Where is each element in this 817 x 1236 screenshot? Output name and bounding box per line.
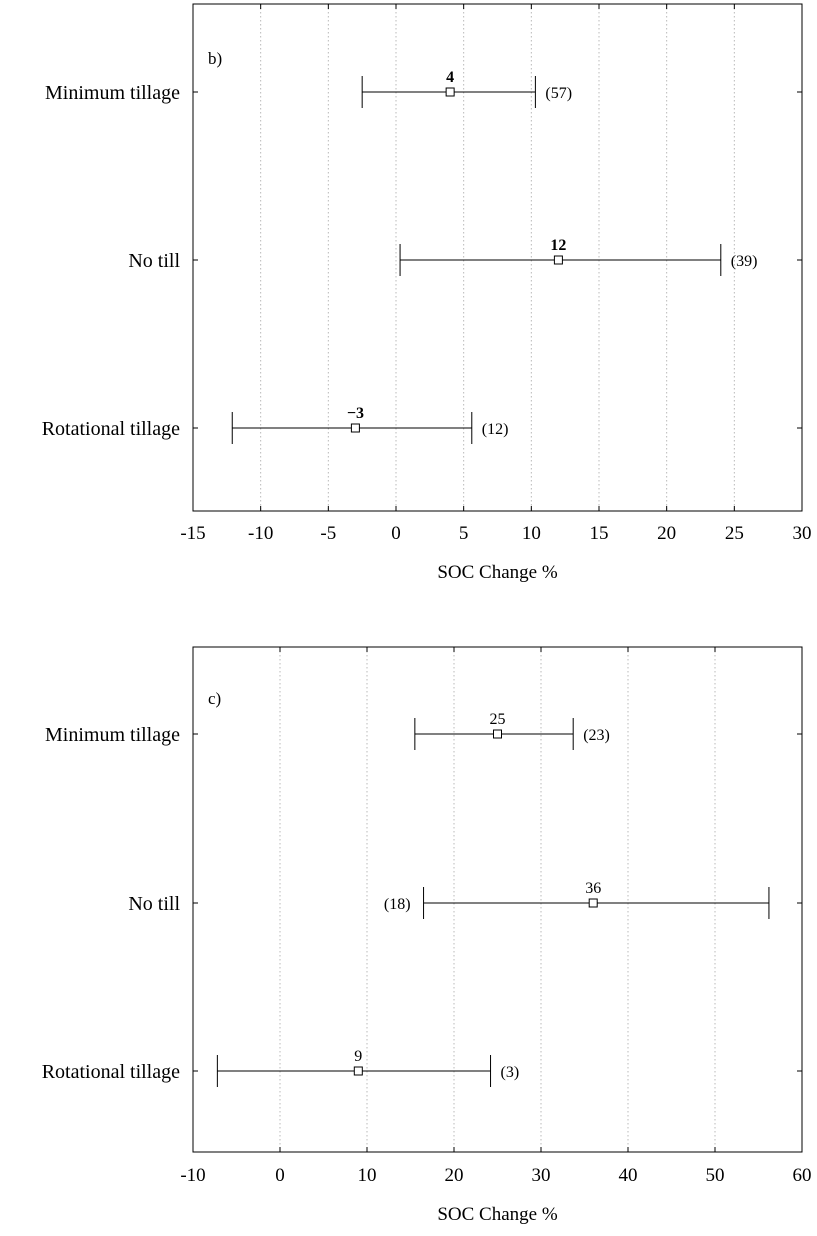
x-tick-label: -15 <box>180 523 205 544</box>
category-label: Rotational tillage <box>42 1061 180 1083</box>
sample-size-label: (12) <box>482 421 509 438</box>
sample-size-label: (57) <box>545 85 572 102</box>
x-tick-label: 10 <box>358 1165 377 1186</box>
sample-size-label: (3) <box>501 1064 520 1081</box>
category-label: No till <box>128 893 180 915</box>
forest-row: Minimum tillage 25 (23) <box>45 711 802 750</box>
mean-point <box>445 87 455 97</box>
plot-frame <box>192 646 803 1153</box>
chart-panel-c: -10 0 10 20 30 40 50 60 SOC Change % c) Minimum ti… <box>42 646 812 1225</box>
x-tick-label: 20 <box>657 523 676 544</box>
sample-size-label: (39) <box>731 253 758 270</box>
mean-value-label: 36 <box>585 880 601 897</box>
x-tick-label: -10 <box>248 523 273 544</box>
mean-point <box>350 423 360 433</box>
x-tick-label: -10 <box>180 1165 205 1186</box>
x-tick-label: 25 <box>725 523 744 544</box>
x-tick-label: 0 <box>391 523 401 544</box>
x-tick-label: 60 <box>793 1165 812 1186</box>
forest-row: Rotational tillage 9 (3) <box>42 1048 802 1087</box>
x-tick-label: 0 <box>275 1165 285 1186</box>
mean-value-label: 12 <box>550 237 566 254</box>
x-tick-label: 30 <box>532 1165 551 1186</box>
sample-size-label: (23) <box>583 727 610 744</box>
forest-row: No till 12 (39) <box>128 237 802 276</box>
category-label: Minimum tillage <box>45 82 180 104</box>
x-tick-label: 15 <box>590 523 609 544</box>
category-label: No till <box>128 250 180 272</box>
x-axis-title: SOC Change % <box>437 1204 558 1225</box>
panel-label: b) <box>208 49 222 68</box>
x-tick-label: 10 <box>522 523 541 544</box>
mean-point <box>553 255 563 265</box>
x-tick-label: -5 <box>320 523 336 544</box>
mean-value-label: 4 <box>446 69 454 86</box>
sample-size-label: (18) <box>384 896 411 913</box>
mean-value-label: 25 <box>490 711 506 728</box>
mean-point <box>353 1066 363 1076</box>
x-tick-label: 30 <box>793 523 812 544</box>
mean-value-label: 9 <box>354 1048 362 1065</box>
x-tick-label: 50 <box>706 1165 725 1186</box>
mean-value-label: −3 <box>347 405 364 422</box>
forest-row: No till 36 (18) <box>128 880 802 919</box>
category-label: Rotational tillage <box>42 418 180 440</box>
x-tick-label: 20 <box>445 1165 464 1186</box>
panel-label: c) <box>208 689 221 708</box>
mean-point <box>588 898 598 908</box>
category-label: Minimum tillage <box>45 724 180 746</box>
x-axis-title: SOC Change % <box>437 562 558 583</box>
forest-row: Rotational tillage −3 (12) <box>42 405 802 444</box>
x-tick-label: 5 <box>459 523 469 544</box>
x-tick-label: 40 <box>619 1165 638 1186</box>
mean-point <box>493 729 502 739</box>
plot-frame <box>192 3 803 512</box>
forest-row: Minimum tillage 4 (57) <box>45 69 802 108</box>
